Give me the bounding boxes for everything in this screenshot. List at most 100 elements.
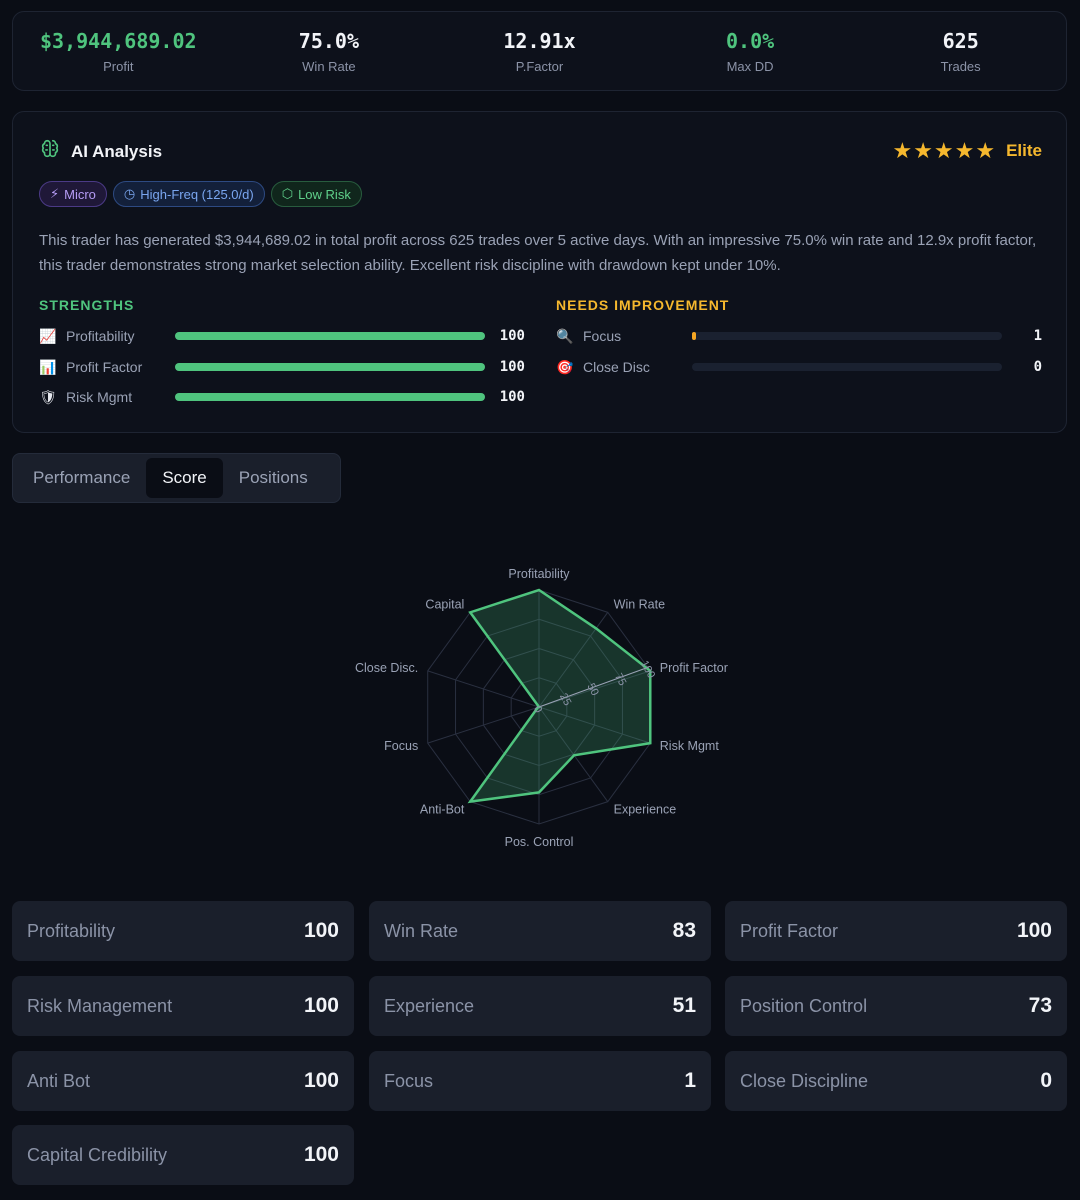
score-card-value: 100 [303,994,339,1017]
score-card-value: 73 [1028,994,1052,1017]
radar-category-label: Experience [614,803,677,817]
score-card-label: Profit Factor [740,920,839,941]
score-card-value: 83 [672,919,696,942]
tab-positions[interactable]: Positions [238,468,308,487]
score-card: Capital Credibility 100 [12,1125,354,1185]
radar-spoke [427,706,540,744]
radar-tick-label: 75 [612,671,628,687]
metric-bar [175,332,485,340]
score-card: Position Control 73 [725,976,1067,1036]
score-card-label: Focus [384,1070,434,1091]
stat-trades: 625 Trades [855,12,1066,90]
metric-bar-fill [175,363,485,371]
score-card-label: Close Discipline [740,1070,869,1091]
stat-label: Trades [940,58,981,74]
score-card: Anti Bot 100 [12,1051,354,1111]
metric-value: 0 [1033,359,1042,375]
strength-profitability: 📈 Profitability 100 [39,326,529,346]
radar-category-label: Anti-Bot [420,803,465,817]
score-card-label: Risk Management [27,995,173,1016]
metric-bar-fill [175,332,485,340]
stat-label: Profit [103,58,134,74]
radar-series-area [467,588,652,804]
radar-spoke [538,706,651,744]
stat-label: Max DD [726,58,774,74]
score-card-value: 100 [1016,919,1052,942]
stat-value: 0.0% [725,28,775,53]
magnifier-icon: 🔍 [556,327,574,344]
score-card-value: 51 [672,994,696,1017]
improvement-title: NEEDS IMPROVEMENT [556,297,730,313]
metric-bar [692,363,1002,371]
badge-high-freq: ◷ High-Freq (125.0/d) [112,181,265,207]
radar-category-label: Close Disc. [355,661,418,675]
radar-category-label: Focus [384,739,418,753]
score-card: Experience 51 [369,976,711,1036]
metric-value: 100 [499,359,525,375]
metric-bar-fill [175,393,485,401]
score-card: Close Discipline 0 [725,1051,1067,1111]
badge-low-risk: ⬡ Low Risk [270,181,362,207]
stat-value: 12.91x [503,28,576,53]
radar-spoke [427,670,540,708]
stat-profit-factor: 12.91x P.Factor [434,12,645,90]
score-card-label: Profitability [27,920,116,941]
lightning-icon: ⚡ [50,186,60,201]
improve-close-disc: 🎯 Close Disc 0 [556,357,1046,377]
metric-label: Risk Mgmt [66,389,133,405]
bar-chart-icon: 📊 [39,358,57,375]
score-card-value: 100 [303,1069,339,1092]
radar-category-label: Risk Mgmt [660,739,720,753]
tab-performance[interactable]: Performance [33,468,131,487]
metric-bar [175,393,485,401]
radar-spoke [538,670,651,708]
score-card: Win Rate 83 [369,901,711,961]
badge-label: High-Freq (125.0/d) [140,186,254,202]
radar-category-label: Pos. Control [505,835,574,849]
radar-tick-label: 50 [584,681,600,697]
brain-icon [39,138,61,165]
stat-value: 625 [942,28,979,53]
ai-summary: This trader has generated $3,944,689.02 … [39,232,1037,274]
stat-label: Win Rate [302,58,356,74]
strength-profit-factor: 📊 Profit Factor 100 [39,357,529,377]
score-card-label: Experience [384,995,475,1016]
metric-bar [692,332,1002,340]
tab-score[interactable]: Score [146,458,223,498]
score-card: Profitability 100 [12,901,354,961]
metric-label: Close Disc [583,359,650,375]
stat-value: $3,944,689.02 [40,28,197,53]
metric-value: 100 [499,328,525,344]
radar-radius-axis [538,666,650,708]
chart-up-icon: 📈 [39,327,57,344]
improve-focus: 🔍 Focus 1 [556,326,1046,346]
rating-label: Elite [1006,141,1042,160]
metric-label: Profitability [66,328,135,344]
badge-label: Micro [64,186,96,202]
ai-analysis-card: AI Analysis ★★★★★ Elite ⚡ Micro ◷ High-F… [12,111,1067,433]
badges: ⚡ Micro ◷ High-Freq (125.0/d) ⬡ Low Risk [39,181,362,207]
score-card-label: Position Control [740,995,868,1016]
shield-icon: 🛡 [39,388,57,405]
ai-title: AI Analysis [71,141,163,161]
metric-bar [175,363,485,371]
score-card-label: Anti Bot [27,1070,91,1091]
stat-max-dd: 0.0% Max DD [645,12,856,90]
metric-value: 100 [499,389,525,405]
strength-risk-mgmt: 🛡 Risk Mgmt 100 [39,387,529,407]
ai-header: AI Analysis [39,138,162,165]
score-card: Profit Factor 100 [725,901,1067,961]
score-card: Focus 1 [369,1051,711,1111]
metric-label: Profit Factor [66,359,143,375]
star-icons: ★★★★★ [892,138,997,163]
score-card-value: 100 [303,1143,339,1166]
radar-category-label: Profitability [508,567,570,581]
stat-value: 75.0% [298,28,359,53]
badge-label: Low Risk [298,186,351,202]
score-card-value: 0 [1040,1069,1052,1092]
stat-label: P.Factor [515,58,564,74]
shield-icon: ⬡ [281,186,294,201]
score-card-label: Capital Credibility [27,1144,168,1165]
radar-tick-label: 25 [557,691,573,707]
